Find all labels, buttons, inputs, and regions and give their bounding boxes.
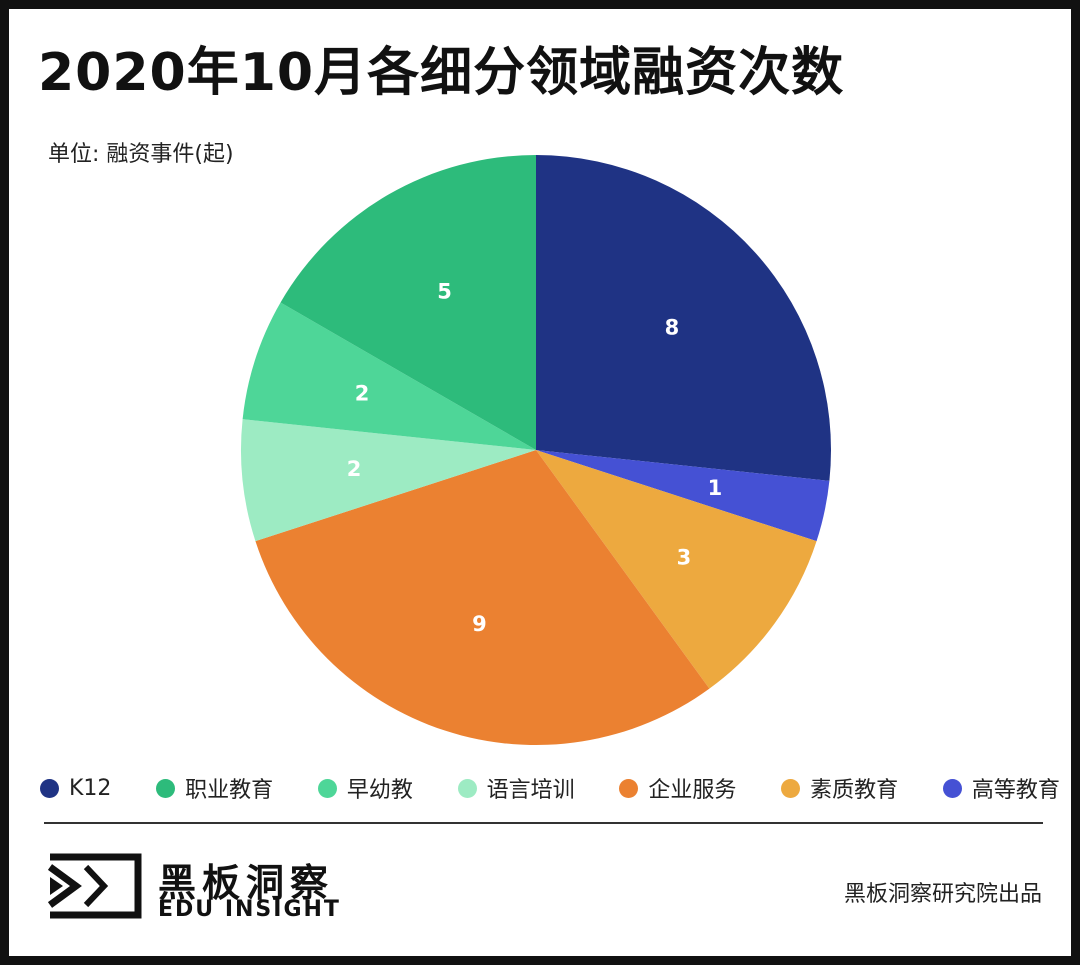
legend-label-k12: K12	[69, 775, 112, 801]
legend-swatch-language	[457, 778, 477, 798]
legend-item-k12: K12	[40, 776, 111, 801]
brand-name-en: EDU INSIGHT	[158, 897, 341, 922]
pie-slice-label-5: 2	[355, 381, 370, 405]
legend-item-quality: 素质教育	[781, 772, 898, 804]
pie-slice-label-4: 2	[347, 457, 362, 481]
pie-slice-3	[255, 450, 710, 746]
legend-label-early-childhood: 早幼教	[346, 778, 413, 803]
pie-slice-label-3: 9	[472, 612, 487, 636]
pie-slice-label-0: 8	[665, 316, 680, 340]
pie-slice-0	[536, 155, 831, 481]
legend-label-enterprise: 企业服务	[648, 778, 737, 803]
pie-slice-label-6: 5	[437, 280, 452, 304]
legend-swatch-k12	[40, 778, 59, 798]
legend-swatch-higher-ed	[942, 778, 962, 798]
legend-item-enterprise: 企业服务	[619, 772, 736, 804]
credit-text: 黑板洞察研究院出品	[843, 882, 1042, 907]
legend-item-vocational: 职业教育	[156, 772, 273, 804]
pie-slice-label-2: 3	[677, 546, 692, 570]
pie-slice-label-1: 1	[708, 476, 723, 500]
footer-divider	[44, 822, 1043, 824]
pie-slice-2	[536, 450, 817, 689]
legend: K12 职业教育 早幼教 语言培训 企业服务 素质教育 高等教育	[40, 770, 1060, 806]
edu-insight-logo-icon	[47, 853, 142, 919]
legend-label-quality: 素质教育	[810, 778, 899, 803]
pie-slice-5	[242, 302, 537, 450]
legend-swatch-early-childhood	[317, 778, 337, 798]
pie-slice-4	[241, 419, 537, 542]
unit-label: 单位: 融资事件(起)	[48, 142, 234, 167]
legend-label-language: 语言培训	[486, 778, 575, 803]
pie-slice-1	[536, 450, 830, 542]
legend-label-vocational: 职业教育	[185, 778, 274, 803]
legend-item-language: 语言培训	[457, 772, 575, 804]
chart-title: 2020年10月各细分领域融资次数	[38, 43, 845, 103]
legend-item-higher-ed: 高等教育	[942, 772, 1060, 804]
legend-label-higher-ed: 高等教育	[971, 778, 1060, 803]
legend-swatch-quality	[781, 778, 801, 798]
pie-slice-6	[280, 155, 536, 450]
legend-item-early-childhood: 早幼教	[317, 772, 413, 804]
legend-swatch-vocational	[156, 778, 176, 798]
brand-name-cn: 黑板洞察	[158, 861, 335, 905]
legend-swatch-enterprise	[619, 778, 639, 798]
